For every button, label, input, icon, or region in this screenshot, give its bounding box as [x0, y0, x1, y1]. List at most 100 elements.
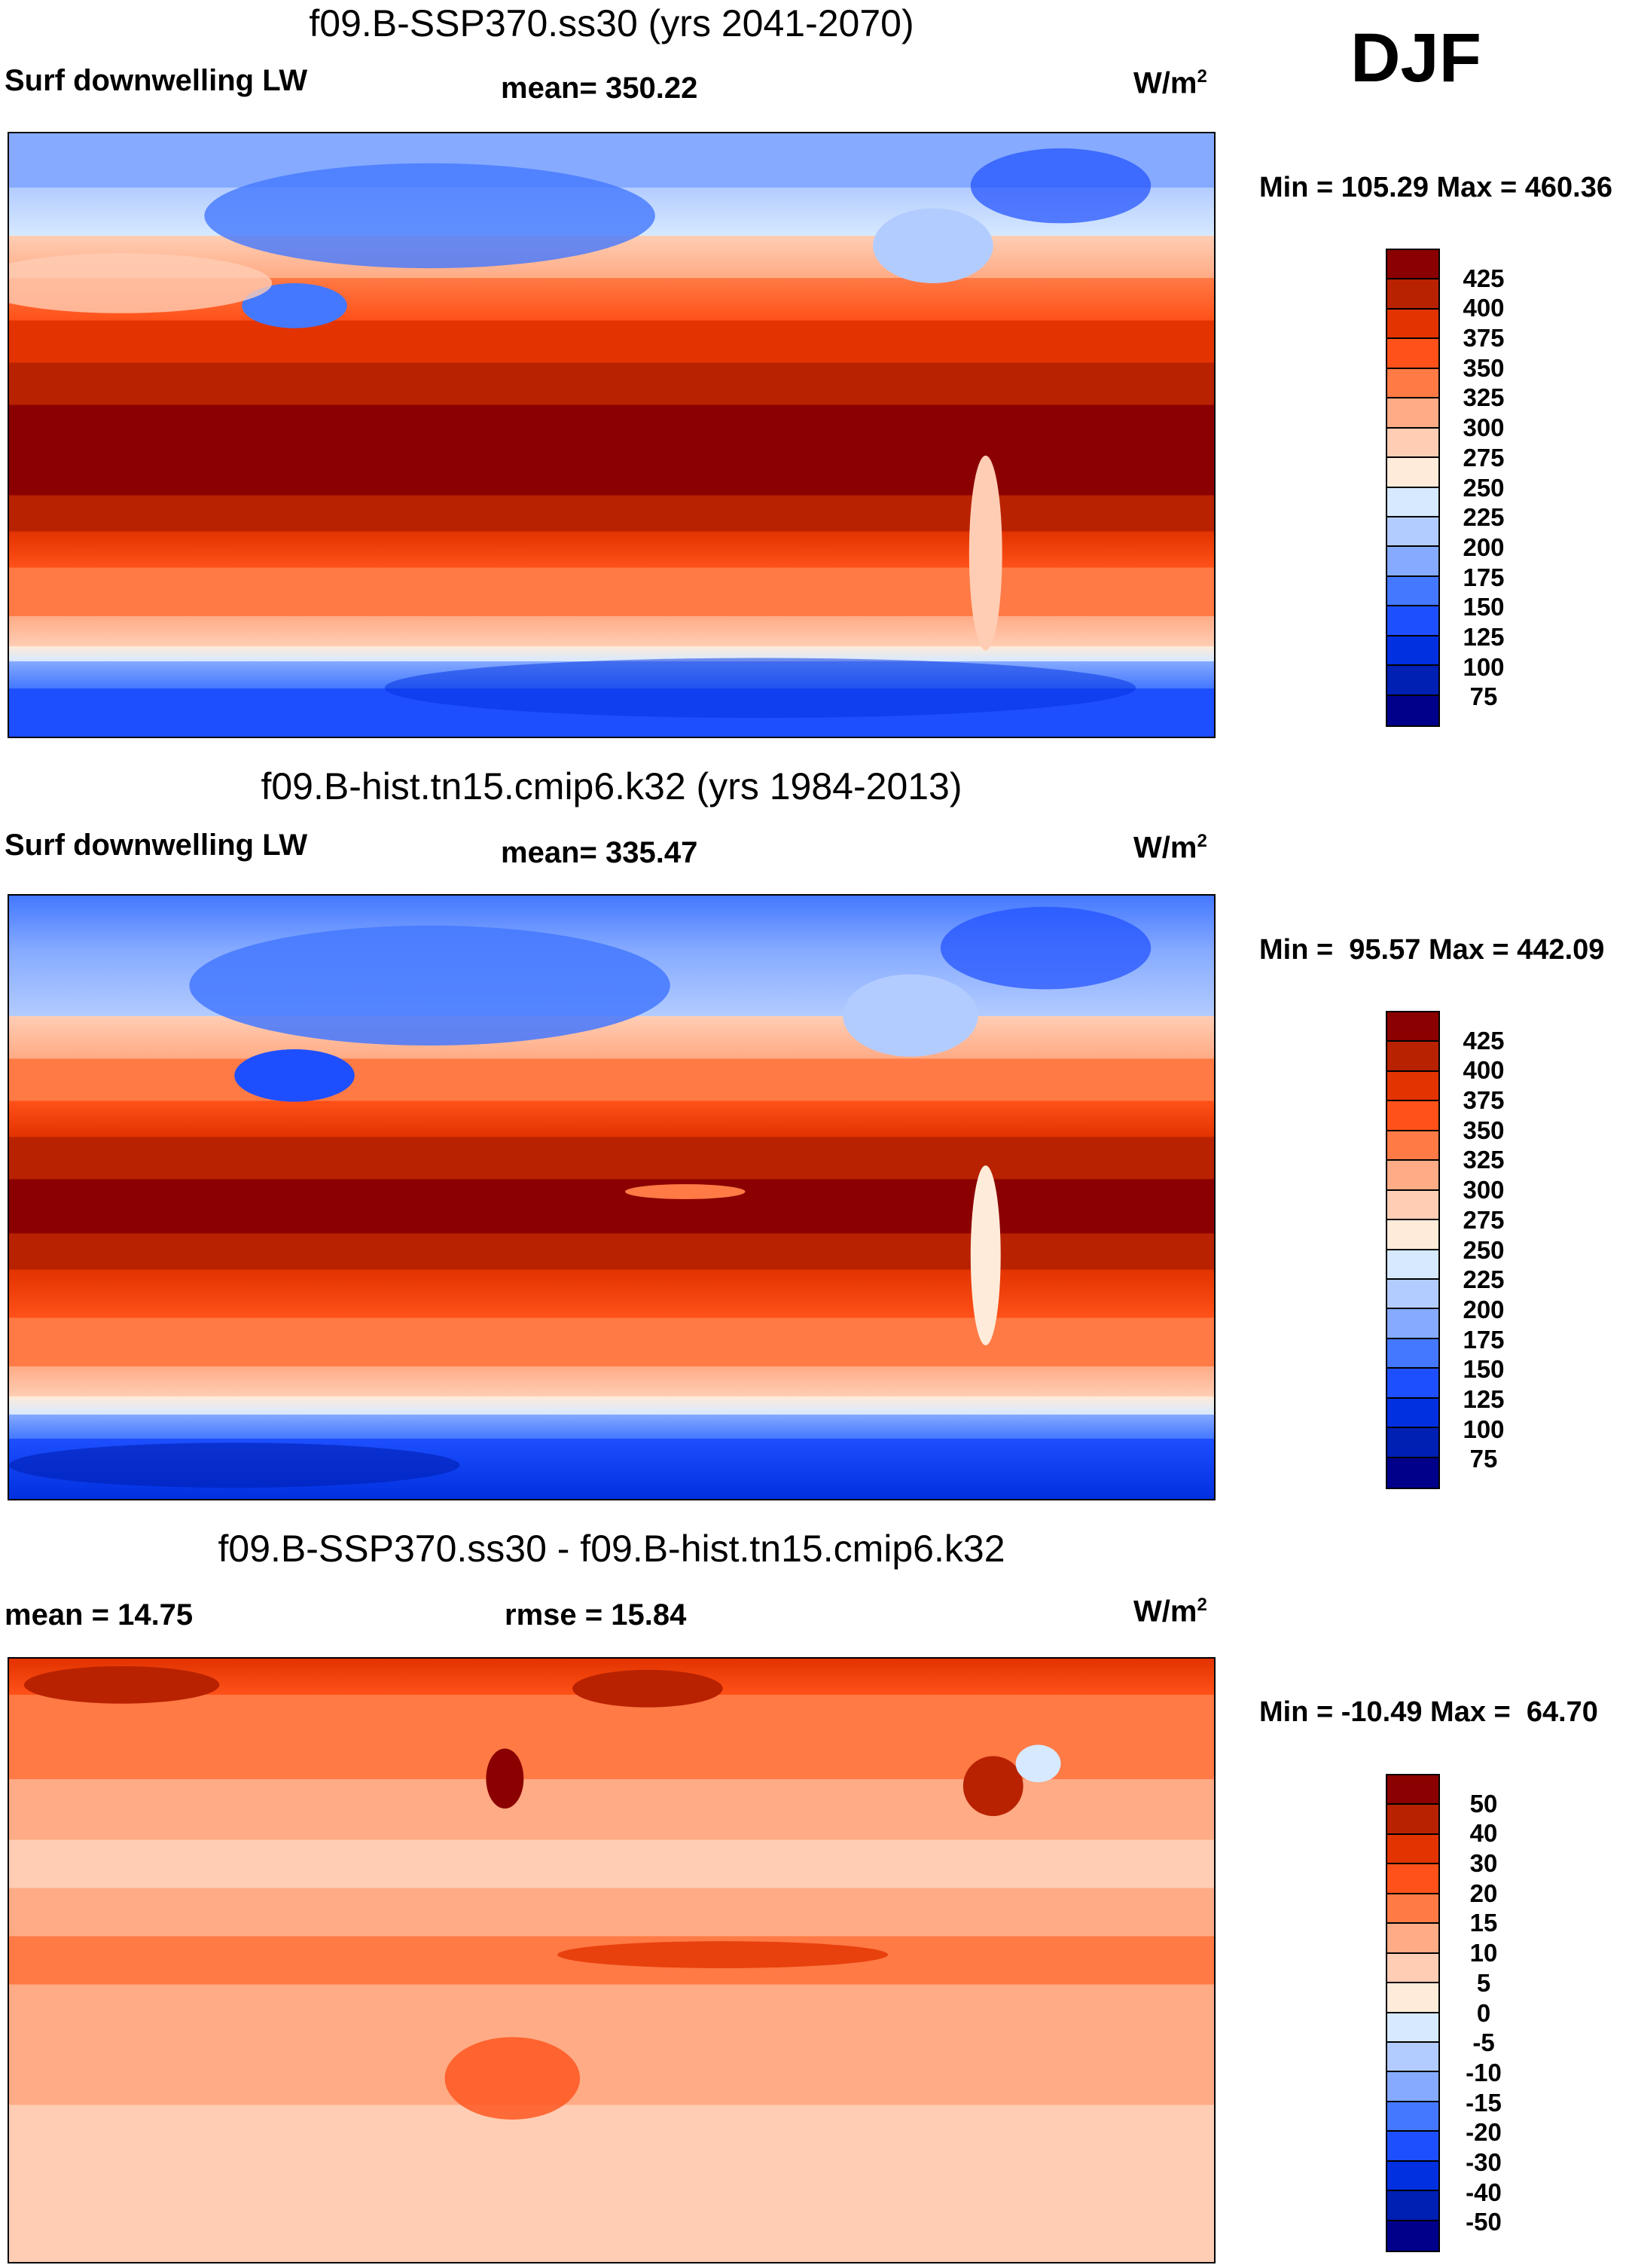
colorbar-box [1387, 458, 1438, 488]
colorbar-label: 75 [1469, 1445, 1498, 1473]
colorbar-box [1387, 1458, 1438, 1488]
colorbar-box [1387, 309, 1438, 340]
units-sup: 2 [1197, 1595, 1207, 1615]
colorbar-box [1387, 2132, 1438, 2162]
colorbar-box [1387, 1042, 1438, 1072]
units-sup: 2 [1197, 66, 1207, 87]
colorbar-box [1387, 1834, 1438, 1865]
colorbar-box [1387, 1012, 1438, 1042]
colorbar-label: 275 [1463, 443, 1505, 472]
colorbar-box [1387, 1279, 1438, 1310]
units-sup: 2 [1197, 831, 1207, 851]
map-future [9, 133, 1214, 737]
colorbar-box [1387, 547, 1438, 577]
units-text: W/m [1133, 1595, 1197, 1629]
colorbar-label: 400 [1463, 294, 1505, 322]
colorbar-label: 225 [1463, 1265, 1505, 1294]
colorbar-label: 15 [1469, 1909, 1498, 1937]
colorbar-box [1387, 666, 1438, 696]
colorbar-box [1387, 1369, 1438, 1399]
colorbar-box [1387, 576, 1438, 607]
colorbar-box [1387, 1339, 1438, 1369]
panel-2-colorbar [1386, 1011, 1440, 1489]
colorbar-box [1387, 1250, 1438, 1280]
panel-3-map [8, 1657, 1216, 2263]
colorbar-box [1387, 636, 1438, 667]
colorbar-label: 175 [1463, 563, 1505, 591]
panel-3-units: W/m2 [1133, 1595, 1207, 1629]
colorbar-box [1387, 279, 1438, 310]
colorbar-label: 50 [1469, 1789, 1498, 1818]
colorbar-box [1387, 1101, 1438, 1131]
colorbar-label: 100 [1463, 1415, 1505, 1443]
colorbar-label: 375 [1463, 324, 1505, 353]
colorbar-label: 350 [1463, 353, 1505, 382]
units-text: W/m [1133, 831, 1197, 865]
colorbar-label: -10 [1466, 2058, 1502, 2086]
colorbar-box [1387, 398, 1438, 429]
colorbar-label: 125 [1463, 1384, 1505, 1413]
colorbar-box [1387, 2013, 1438, 2043]
colorbar-label: 350 [1463, 1116, 1505, 1144]
colorbar-box [1387, 695, 1438, 725]
colorbar-label: 10 [1469, 1939, 1498, 1967]
colorbar-box [1387, 1894, 1438, 1925]
colorbar-label: -50 [1466, 2208, 1502, 2236]
panel-2-variable: Surf downwelling LW [5, 829, 308, 862]
colorbar-box [1387, 250, 1438, 280]
panel-3-colorbar [1386, 1774, 1440, 2252]
colorbar-label: -5 [1472, 2028, 1495, 2057]
panel-1-mean: mean= 350.22 [501, 72, 698, 105]
colorbar-label: 0 [1476, 1998, 1491, 2027]
colorbar-label: 425 [1463, 1026, 1505, 1055]
panel-1-minmax: Min = 105.29 Max = 460.36 [1259, 172, 1612, 203]
colorbar-label: 150 [1463, 593, 1505, 621]
colorbar-label: -15 [1466, 2088, 1502, 2117]
colorbar-box [1387, 1805, 1438, 1835]
colorbar-label: 375 [1463, 1086, 1505, 1115]
panel-3-rmse: rmse = 15.84 [505, 1598, 687, 1632]
units-text: W/m [1133, 66, 1197, 100]
panel-1-colorbar [1386, 249, 1440, 727]
colorbar-label: 20 [1469, 1879, 1498, 1907]
colorbar-label: 200 [1463, 533, 1505, 561]
colorbar-label: -30 [1466, 2147, 1502, 2176]
map-difference [9, 1659, 1214, 2262]
colorbar-label: 75 [1469, 682, 1498, 711]
panel-2-map [8, 894, 1216, 1500]
colorbar-label: -20 [1466, 2118, 1502, 2147]
panel-1-title: f09.B-SSP370.ss30 (yrs 2041-2070) [309, 2, 914, 44]
colorbar-label: 325 [1463, 1146, 1505, 1174]
colorbar-label: 100 [1463, 652, 1505, 681]
colorbar-box [1387, 1398, 1438, 1429]
colorbar-box [1387, 368, 1438, 399]
colorbar-box [1387, 2042, 1438, 2073]
panel-1-units: W/m2 [1133, 66, 1207, 100]
colorbar-box [1387, 1190, 1438, 1221]
colorbar-box [1387, 339, 1438, 369]
colorbar-label: 175 [1463, 1325, 1505, 1354]
panel-3-minmax: Min = -10.49 Max = 64.70 [1259, 1696, 1598, 1728]
colorbar-box [1387, 428, 1438, 459]
colorbar-label: 325 [1463, 383, 1505, 412]
colorbar-label: 40 [1469, 1819, 1498, 1848]
colorbar-box [1387, 1131, 1438, 1161]
colorbar-box [1387, 1983, 1438, 2013]
colorbar-box [1387, 1924, 1438, 1954]
colorbar-box [1387, 1071, 1438, 1102]
colorbar-label: 250 [1463, 473, 1505, 502]
panel-2-minmax: Min = 95.57 Max = 442.09 [1259, 934, 1605, 966]
panel-2-units: W/m2 [1133, 831, 1207, 865]
colorbar-box [1387, 606, 1438, 636]
season-label: DJF [1350, 20, 1481, 96]
colorbar-label: 30 [1469, 1849, 1498, 1878]
colorbar-label: 300 [1463, 1176, 1505, 1204]
colorbar-box [1387, 2072, 1438, 2102]
panel-3-mean: mean = 14.75 [5, 1598, 194, 1632]
map-historical [9, 896, 1214, 1499]
panel-2-mean: mean= 335.47 [501, 836, 698, 869]
panel-2-title: f09.B-hist.tn15.cmip6.k32 (yrs 1984-2013… [261, 765, 962, 807]
colorbar-label: 5 [1476, 1968, 1491, 1997]
colorbar-box [1387, 2221, 1438, 2251]
colorbar-label: 225 [1463, 503, 1505, 532]
